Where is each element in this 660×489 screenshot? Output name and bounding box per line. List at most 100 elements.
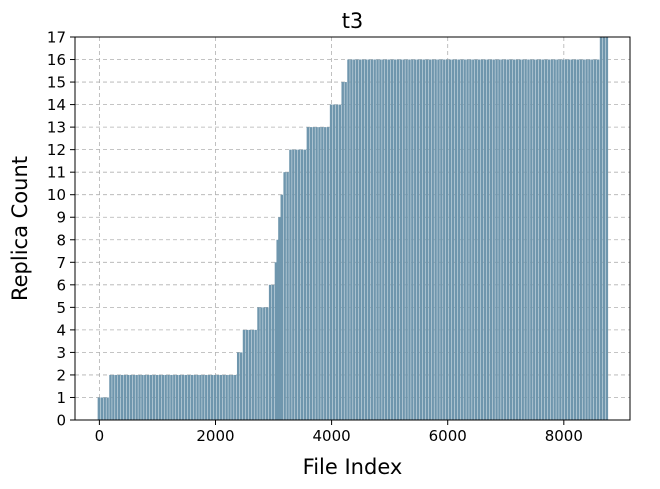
bar: [353, 59, 356, 420]
bar: [428, 59, 432, 420]
bar: [178, 374, 182, 420]
bar: [187, 374, 191, 420]
bar: [303, 149, 307, 420]
bar: [480, 59, 484, 420]
bar: [515, 59, 519, 420]
bar: [451, 59, 455, 420]
x-tick-label: 4000: [313, 427, 351, 445]
bar: [216, 374, 220, 420]
bar: [524, 59, 527, 420]
bar: [283, 172, 286, 420]
bar: [512, 59, 516, 420]
bar: [184, 374, 188, 420]
bar: [376, 59, 379, 420]
bar: [117, 374, 121, 420]
bar: [251, 329, 254, 420]
y-tick-label: 17: [47, 29, 66, 47]
bar: [370, 59, 373, 420]
bar: [492, 59, 495, 420]
bar: [457, 59, 461, 420]
bar: [594, 59, 597, 420]
bar: [257, 307, 260, 420]
bar: [445, 59, 449, 420]
bar: [173, 374, 176, 420]
bar: [364, 59, 368, 420]
bar: [385, 59, 388, 420]
y-tick-label: 2: [56, 366, 66, 384]
bar: [460, 59, 463, 420]
bar: [501, 59, 504, 420]
bar: [228, 374, 231, 420]
bar: [242, 329, 246, 420]
bar: [495, 59, 498, 420]
bar: [504, 59, 507, 420]
bar: [576, 59, 580, 420]
bar: [553, 59, 556, 420]
x-tick-label: 0: [95, 427, 105, 445]
y-tick-label: 3: [56, 344, 66, 362]
y-tick-label: 8: [56, 231, 66, 249]
bar: [138, 374, 141, 420]
bar: [268, 284, 272, 420]
bar: [567, 59, 571, 420]
bar: [564, 59, 568, 420]
y-tick-label: 4: [56, 321, 66, 339]
bar: [234, 374, 237, 420]
bar: [120, 374, 124, 420]
bar: [155, 374, 159, 420]
bar: [286, 172, 289, 420]
bar: [527, 59, 530, 420]
bar: [530, 59, 533, 420]
y-axis-title: Replica Count: [8, 156, 32, 301]
bar: [289, 149, 292, 420]
bar: [486, 59, 490, 420]
bar: [292, 149, 295, 420]
bar: [448, 59, 452, 420]
y-tick-label: 7: [56, 254, 66, 272]
bar: [559, 59, 562, 420]
bar: [541, 59, 545, 420]
x-axis-title: File Index: [303, 455, 403, 479]
bar: [344, 82, 347, 420]
bar: [236, 352, 240, 420]
bar: [556, 59, 559, 420]
bar: [582, 59, 585, 420]
bar: [533, 59, 536, 420]
bar: [326, 127, 330, 420]
bar: [329, 104, 333, 421]
bar: [399, 59, 403, 420]
bar: [544, 59, 548, 420]
bar: [276, 239, 279, 420]
bar: [562, 59, 565, 420]
y-tick-label: 12: [47, 141, 66, 159]
bar: [103, 397, 106, 420]
bar: [132, 374, 135, 420]
bar: [332, 104, 336, 421]
y-tick-label: 14: [47, 96, 66, 114]
bar: [396, 59, 400, 420]
bar: [509, 59, 513, 420]
bar: [431, 59, 434, 420]
bar: [382, 59, 385, 420]
bar: [440, 59, 443, 420]
x-tick-label: 8000: [545, 427, 583, 445]
bar: [176, 374, 179, 420]
bar: [506, 59, 510, 420]
bar: [193, 374, 196, 420]
bar: [443, 59, 446, 420]
bar: [521, 59, 524, 420]
bar: [463, 59, 466, 420]
bar: [126, 374, 130, 420]
bar: [605, 37, 609, 420]
bar: [271, 284, 275, 420]
bar: [278, 217, 281, 420]
bar: [254, 329, 257, 420]
bar: [547, 59, 551, 420]
bar: [588, 59, 591, 420]
bar: [387, 59, 391, 420]
bar: [225, 374, 228, 420]
bar: [402, 59, 405, 420]
bar: [454, 59, 458, 420]
bar: [498, 59, 501, 420]
